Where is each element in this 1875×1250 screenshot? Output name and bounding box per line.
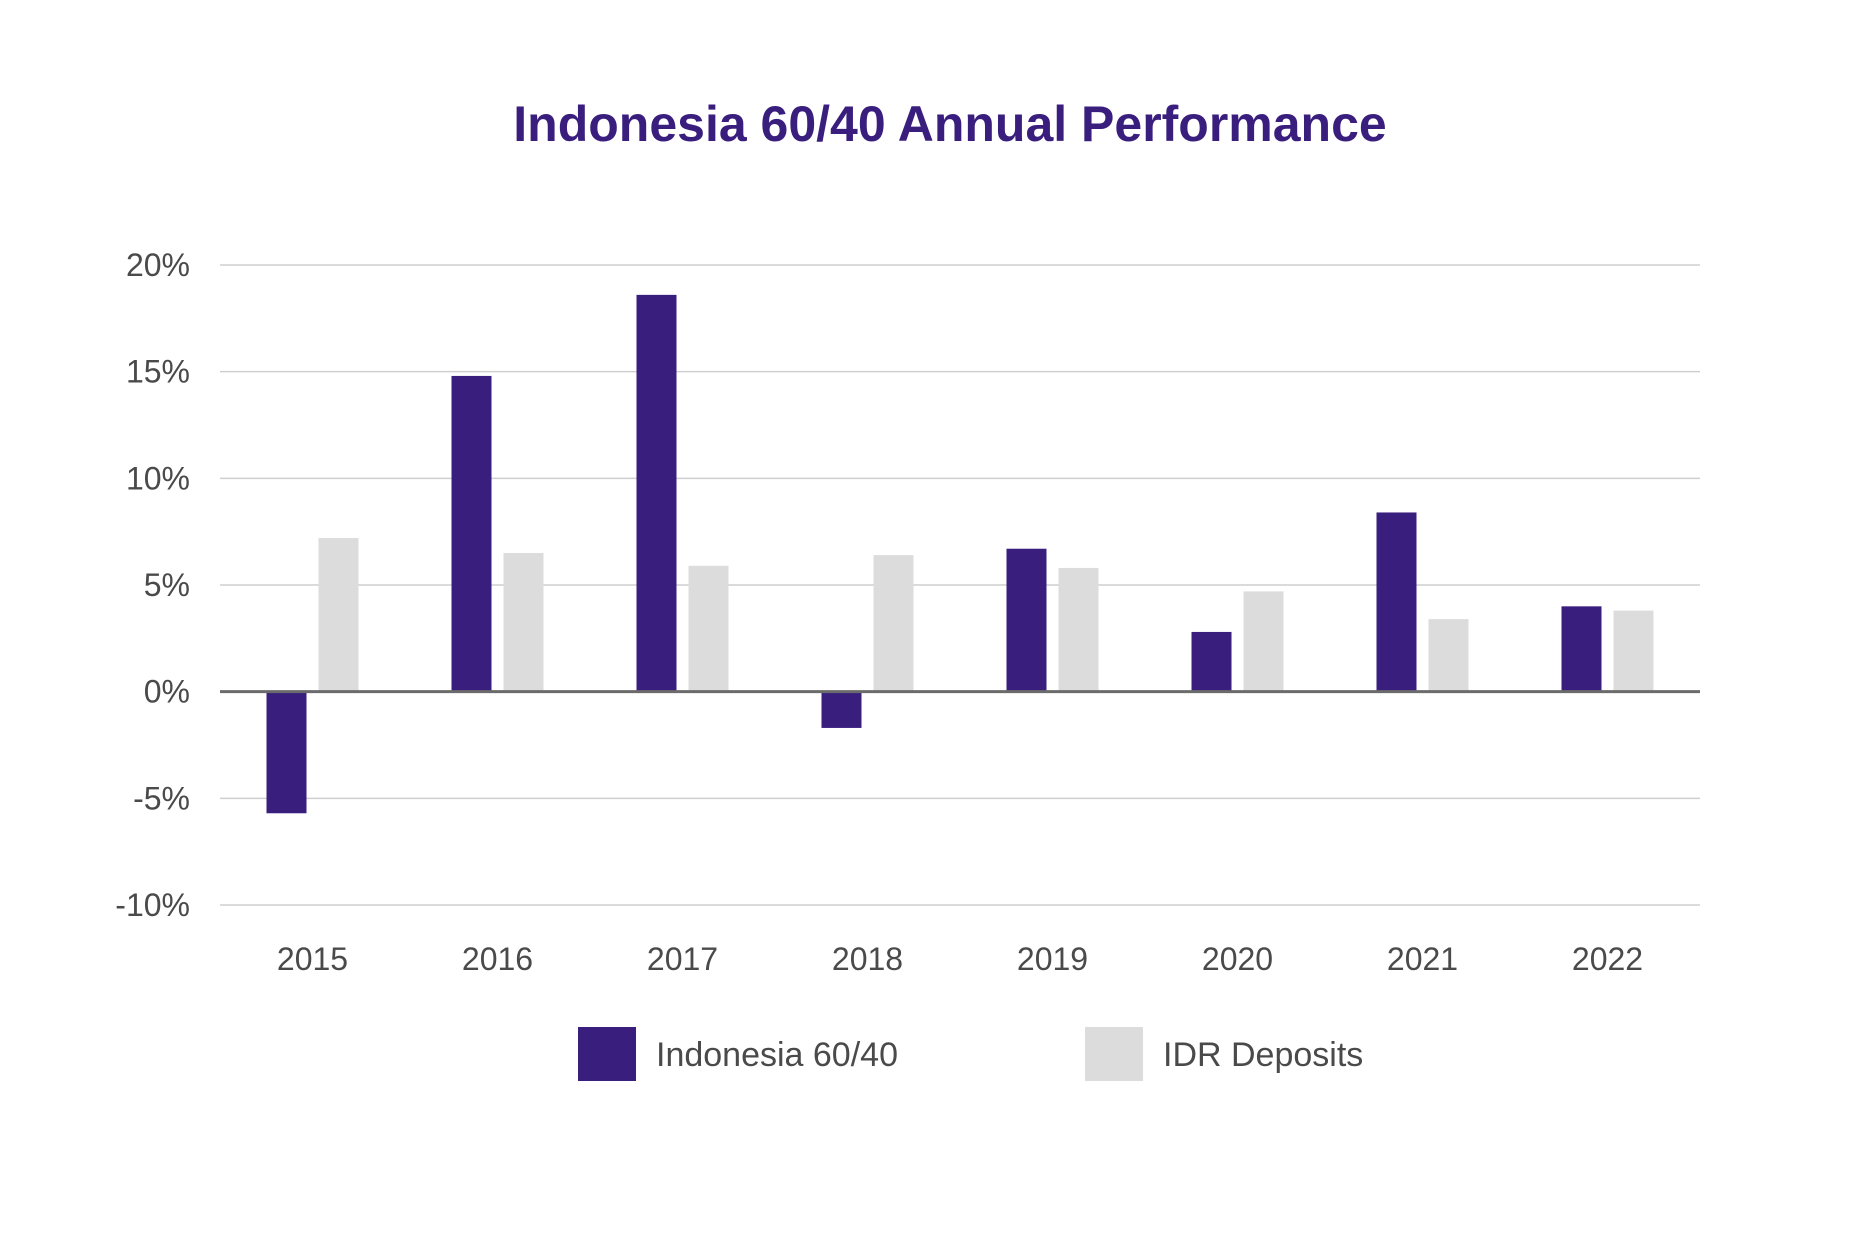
bar-indonesia-60-40-2019: [1006, 548, 1047, 692]
legend-label: IDR Deposits: [1163, 1036, 1363, 1074]
y-tick-label: 20%: [126, 247, 190, 283]
bar-idr-deposits-2020: [1243, 591, 1284, 692]
bar-idr-deposits-2017: [688, 565, 729, 692]
legend: Indonesia 60/40 IDR Deposits: [578, 1027, 1363, 1081]
x-tick-label: 2018: [832, 941, 903, 977]
bars: [266, 294, 1654, 814]
legend-swatch-indonesia-60-40: [578, 1027, 636, 1081]
x-tick-label: 2017: [647, 941, 718, 977]
chart-title: Indonesia 60/40 Annual Performance: [513, 96, 1386, 152]
y-tick-label: -5%: [133, 780, 190, 816]
y-tick-label: 5%: [144, 567, 190, 603]
y-axis-ticks: 20% 15% 10% 5% 0% -5% -10%: [115, 247, 190, 923]
bar-idr-deposits-2021: [1428, 619, 1469, 692]
x-axis-ticks: 2015 2016 2017 2018 2019 2020 2021 2022: [277, 941, 1643, 977]
bar-indonesia-60-40-2020: [1191, 631, 1232, 692]
bar-idr-deposits-2015: [318, 538, 359, 692]
bar-idr-deposits-2022: [1613, 610, 1654, 692]
bar-indonesia-60-40-2015: [266, 691, 307, 814]
y-tick-label: -10%: [115, 887, 190, 923]
bar-indonesia-60-40-2016: [451, 375, 492, 692]
x-tick-label: 2015: [277, 941, 348, 977]
x-tick-label: 2019: [1017, 941, 1088, 977]
legend-label: Indonesia 60/40: [656, 1036, 898, 1074]
legend-swatch-idr-deposits: [1085, 1027, 1143, 1081]
bar-indonesia-60-40-2018: [821, 691, 862, 728]
bar-idr-deposits-2016: [503, 553, 544, 692]
x-tick-label: 2021: [1387, 941, 1458, 977]
x-tick-label: 2022: [1572, 941, 1643, 977]
gridlines: [220, 264, 1700, 906]
bar-indonesia-60-40-2017: [636, 294, 677, 692]
x-tick-label: 2016: [462, 941, 533, 977]
y-tick-label: 0%: [144, 674, 190, 710]
y-tick-label: 10%: [126, 460, 190, 496]
bar-idr-deposits-2018: [873, 555, 914, 692]
y-tick-label: 15%: [126, 354, 190, 390]
bar-indonesia-60-40-2022: [1561, 606, 1602, 692]
bar-indonesia-60-40-2021: [1376, 512, 1417, 692]
x-tick-label: 2020: [1202, 941, 1273, 977]
bar-idr-deposits-2019: [1058, 567, 1099, 692]
